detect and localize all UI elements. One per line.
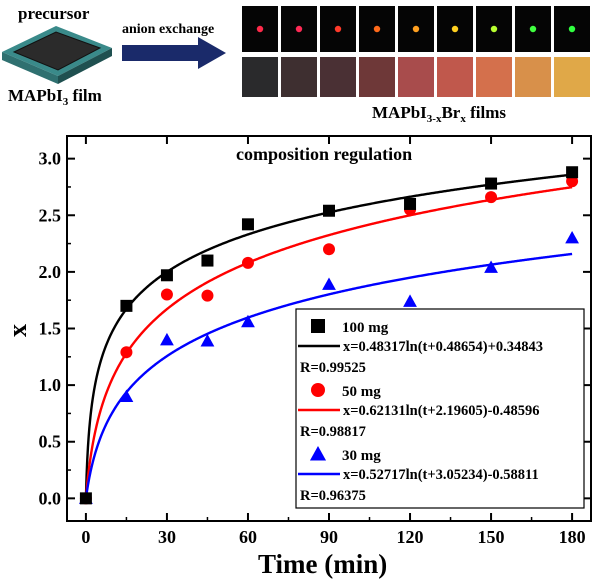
x-tick-label: 0 bbox=[81, 527, 90, 547]
film-swatch bbox=[242, 57, 278, 97]
legend-series-name: 30 mg bbox=[342, 448, 381, 464]
data-point bbox=[403, 294, 417, 307]
pl-spot-images bbox=[242, 6, 590, 52]
data-point bbox=[241, 256, 254, 269]
x-tick-label: 180 bbox=[559, 527, 586, 547]
schematic-header: precursor MAPbI3 film anion exchange MAP… bbox=[2, 4, 590, 125]
film-photo-swatches bbox=[242, 57, 590, 97]
data-point bbox=[119, 389, 134, 402]
x-tick-label: 30 bbox=[158, 527, 176, 547]
legend-fit-equation: x=0.48317ln(t+0.48654)+0.34843 bbox=[343, 339, 543, 355]
data-point bbox=[485, 177, 498, 190]
data-point bbox=[323, 204, 335, 217]
legend-fit-equation: x=0.62131ln(t+2.19605)-0.48596 bbox=[343, 403, 540, 419]
data-point bbox=[120, 346, 133, 359]
pl-spot bbox=[373, 25, 381, 33]
film-swatch bbox=[398, 57, 434, 97]
y-tick-label: 1.5 bbox=[39, 319, 62, 339]
data-point bbox=[160, 332, 174, 346]
pl-spot bbox=[529, 25, 537, 33]
y-tick-label: 2.0 bbox=[39, 262, 62, 282]
data-point bbox=[485, 191, 498, 204]
product-films-label: MAPbI3-xBrx films bbox=[372, 103, 506, 125]
legend: 100 mg x=0.48317ln(t+0.48654)+0.34843 R=0.… bbox=[295, 308, 585, 509]
data-point bbox=[565, 231, 579, 244]
legend-fit-r: R=0.98817 bbox=[300, 424, 366, 440]
data-point bbox=[311, 319, 325, 333]
film-swatch bbox=[320, 57, 356, 97]
data-point bbox=[120, 299, 133, 312]
data-point bbox=[566, 175, 579, 188]
y-tick-label: 0.5 bbox=[39, 432, 62, 452]
data-points bbox=[79, 166, 579, 505]
pl-spot bbox=[412, 25, 420, 33]
pl-spot bbox=[490, 25, 498, 33]
legend-fit-r: R=0.96375 bbox=[300, 488, 366, 504]
data-point bbox=[160, 269, 173, 282]
film-swatch bbox=[554, 57, 590, 97]
y-tick-label: 0.0 bbox=[39, 488, 62, 508]
film-swatch bbox=[437, 57, 473, 97]
axis-ticks: 0 30 60 90 120 150 180 0.0 0.5 1.0 1.5 2.0 2.5 3.0 bbox=[39, 136, 591, 547]
y-tick-label: 3.0 bbox=[39, 149, 62, 169]
data-point bbox=[484, 260, 498, 273]
data-point bbox=[200, 334, 215, 347]
y-tick-label: 1.0 bbox=[39, 375, 62, 395]
pl-spot bbox=[334, 25, 342, 33]
process-arrow-icon bbox=[122, 37, 226, 69]
pl-spot bbox=[568, 25, 576, 33]
data-point bbox=[404, 197, 417, 210]
legend-fit-equation: x=0.52717ln(t+3.05234)-0.58811 bbox=[343, 467, 539, 483]
precursor-film-illustration bbox=[2, 26, 112, 84]
anion-exchange-label: anion exchange bbox=[122, 22, 214, 37]
y-axis-label: x bbox=[3, 324, 32, 337]
data-point bbox=[311, 383, 325, 397]
legend-series-name: 100 mg bbox=[342, 320, 389, 336]
data-point bbox=[309, 445, 327, 461]
legend-fit-r: R=0.99525 bbox=[300, 360, 366, 376]
data-point bbox=[241, 218, 254, 231]
precursor-label: precursor bbox=[18, 4, 90, 23]
x-tick-label: 150 bbox=[478, 527, 505, 547]
x-tick-label: 120 bbox=[397, 527, 424, 547]
legend-series-name: 50 mg bbox=[342, 384, 381, 400]
data-point bbox=[79, 492, 92, 505]
film-swatch bbox=[359, 57, 395, 97]
data-point bbox=[566, 166, 579, 179]
x-axis-label: Time (min) bbox=[258, 549, 387, 579]
film-swatch bbox=[281, 57, 317, 97]
legend-box bbox=[295, 308, 585, 509]
x-tick-label: 60 bbox=[239, 527, 257, 547]
chart: composition regulation 0 30 60 90 120 150 1800… bbox=[3, 135, 592, 579]
pl-spot bbox=[451, 25, 459, 33]
film-swatch bbox=[515, 57, 551, 97]
data-point bbox=[322, 277, 336, 290]
pl-spot bbox=[295, 25, 303, 33]
film-swatch bbox=[476, 57, 512, 97]
data-point bbox=[201, 254, 214, 267]
data-point bbox=[241, 314, 255, 328]
data-point bbox=[201, 289, 214, 302]
data-point bbox=[323, 243, 335, 256]
data-point bbox=[160, 288, 173, 301]
film-label: MAPbI3 film bbox=[8, 86, 102, 108]
x-tick-label: 90 bbox=[320, 527, 338, 547]
y-tick-label: 2.5 bbox=[39, 205, 62, 225]
chart-title: composition regulation bbox=[236, 144, 412, 164]
pl-spot bbox=[256, 25, 264, 33]
